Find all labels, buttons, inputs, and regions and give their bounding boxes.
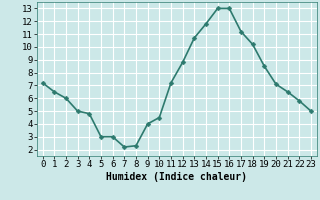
X-axis label: Humidex (Indice chaleur): Humidex (Indice chaleur)	[106, 172, 247, 182]
